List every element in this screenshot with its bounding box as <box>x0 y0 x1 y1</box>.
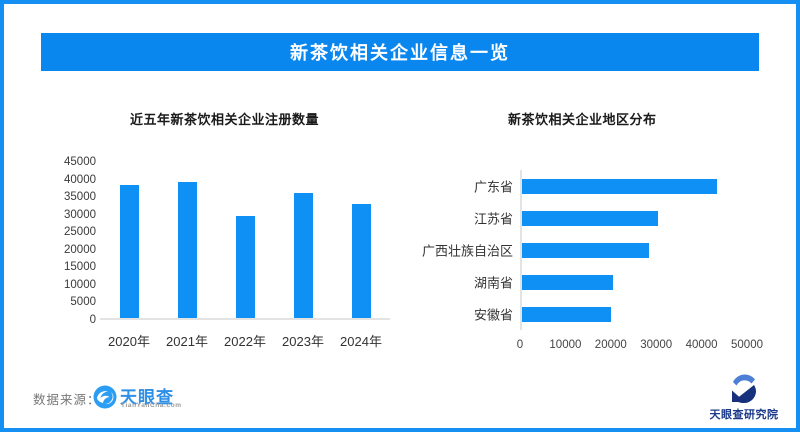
tianyancha-logo-text: 天眼查 <box>120 388 174 407</box>
region-label: 广西壮族自治区 <box>421 243 513 259</box>
x-tick-label: 0 <box>516 339 524 351</box>
bar-广西壮族自治区 <box>522 242 649 258</box>
y-tick-label: 30000 <box>64 208 96 221</box>
x-category-label: 2022年 <box>224 334 266 349</box>
page-title: 新茶饮相关企业信息一览 <box>290 43 510 63</box>
tianyancha-logo-subtext: TianYanCha.com <box>121 402 182 409</box>
x-category-label: 2020年 <box>108 334 150 349</box>
research-institute-logo: 天眼查研究院 <box>704 373 784 423</box>
registrations-x-axis: 2020年 2021年 2022年 2023年 2024年 <box>100 331 390 349</box>
y-tick-label: 5000 <box>70 296 96 309</box>
registrations-y-axis: 45000 40000 35000 30000 25000 20000 15000 10000… <box>40 156 96 326</box>
registrations-plot <box>100 162 390 320</box>
region-category-axis: 广东省江苏省广西壮族自治区湖南省安徽省 <box>421 170 513 330</box>
bar-2024年 <box>351 203 371 318</box>
bar-广东省 <box>522 178 717 194</box>
x-tick-label: 20000 <box>594 339 627 351</box>
region-label: 湖南省 <box>473 275 513 291</box>
bar-2020年 <box>119 184 139 318</box>
research-institute-label: 天眼查研究院 <box>709 409 779 421</box>
tianyancha-eye-icon <box>93 385 117 409</box>
page-title-banner: 新茶饮相关企业信息一览 <box>41 33 759 71</box>
y-tick-label: 25000 <box>64 226 96 239</box>
bar-2023年 <box>293 193 313 318</box>
x-tick-label: 50000 <box>731 339 763 351</box>
region-label: 广东省 <box>473 179 513 195</box>
research-institute-icon <box>732 374 757 404</box>
y-tick-label: 20000 <box>64 243 96 256</box>
y-tick-label: 45000 <box>64 156 96 168</box>
y-tick-label: 35000 <box>64 191 96 204</box>
x-tick-label: 10000 <box>549 339 582 351</box>
bar-湖南省 <box>522 274 613 290</box>
bar-2022年 <box>235 215 255 318</box>
tianyancha-logo: 天眼查 TianYanCha.com <box>93 383 181 413</box>
registrations-chart-title: 近五年新茶饮相关企业注册数量 <box>130 112 320 127</box>
y-tick-label: 0 <box>89 314 96 326</box>
region-plot <box>520 170 747 330</box>
data-source-label: 数据来源： <box>33 393 101 407</box>
region-chart-title: 新茶饮相关企业地区分布 <box>508 112 657 127</box>
x-tick-label: 40000 <box>685 339 718 351</box>
x-category-label: 2024年 <box>340 334 382 349</box>
y-tick-label: 40000 <box>64 173 96 186</box>
x-category-label: 2021年 <box>166 334 208 349</box>
bar-安徽省 <box>522 306 612 322</box>
y-tick-label: 10000 <box>64 278 96 291</box>
region-label: 安徽省 <box>473 307 513 323</box>
y-tick-label: 15000 <box>64 261 96 274</box>
bar-江苏省 <box>522 210 658 226</box>
region-label: 江苏省 <box>473 211 513 227</box>
region-x-axis: 0 10000 20000 30000 40000 50000 <box>516 339 763 355</box>
x-tick-label: 30000 <box>640 339 673 351</box>
bar-2021年 <box>177 181 197 318</box>
x-category-label: 2023年 <box>282 334 324 349</box>
